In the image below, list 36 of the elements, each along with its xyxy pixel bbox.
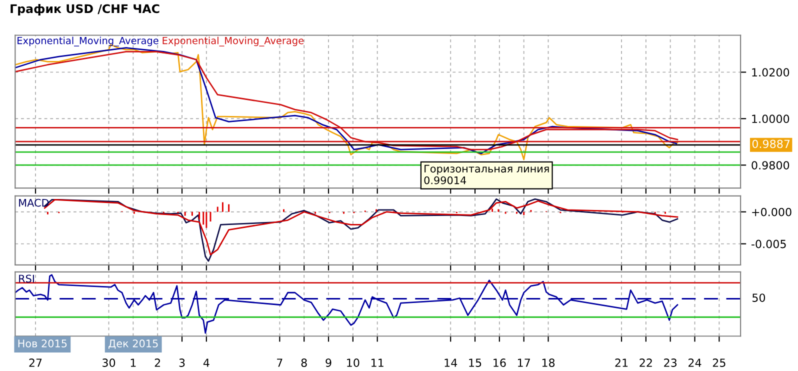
x-tick-label: 10 xyxy=(347,358,360,367)
x-tick-label: 23 xyxy=(664,358,677,367)
chart-title: RSI xyxy=(19,274,34,283)
y-tick-label: 1.0200 xyxy=(752,68,790,77)
x-tick-label: 30 xyxy=(102,358,116,367)
series-label: Exponential_Moving_Average xyxy=(162,36,304,46)
annotation: Горизонтальная линия 0.99014 xyxy=(424,164,549,184)
x-tick-label: 3 xyxy=(179,358,185,367)
x-tick-label: 11 xyxy=(371,358,384,367)
x-tick-label: 16 xyxy=(494,358,506,367)
x-tick-label: 7 xyxy=(277,358,282,367)
y-tick-label: +0.000 xyxy=(752,208,792,216)
x-tick-label: 21 xyxy=(615,358,628,367)
x-tick-label: 9 xyxy=(326,358,332,367)
x-tick-label: 27 xyxy=(29,358,42,367)
x-tick-label: 8 xyxy=(301,358,307,367)
y-tick-label: 1.0000 xyxy=(752,114,790,124)
x-tick-label: 22 xyxy=(640,358,652,367)
text: Дек 2015 xyxy=(108,340,158,349)
chart-title: MACD xyxy=(19,198,49,207)
y-tick-label: -0.005 xyxy=(752,240,786,248)
series-label: Exponential_Moving_Average xyxy=(18,36,158,46)
x-tick-label: 14 xyxy=(444,358,458,367)
ref-line-label: 0.9887 xyxy=(752,140,790,148)
y-tick-label: 0.9800 xyxy=(752,161,790,170)
text: 50 xyxy=(752,294,766,302)
x-tick-label: 4 xyxy=(203,358,210,367)
chart-title: График USD /CHF ЧАС xyxy=(10,4,160,16)
x-tick-label: 15 xyxy=(469,358,482,367)
x-tick-label: 25 xyxy=(712,358,726,367)
x-tick-label: 2 xyxy=(154,358,160,367)
x-tick-label: 17 xyxy=(518,358,530,367)
x-tick-label: 1 xyxy=(130,358,136,367)
x-tick-label: 24 xyxy=(688,358,702,367)
x-tick-label: 18 xyxy=(542,358,555,367)
text: Нов 2015 xyxy=(18,340,67,348)
